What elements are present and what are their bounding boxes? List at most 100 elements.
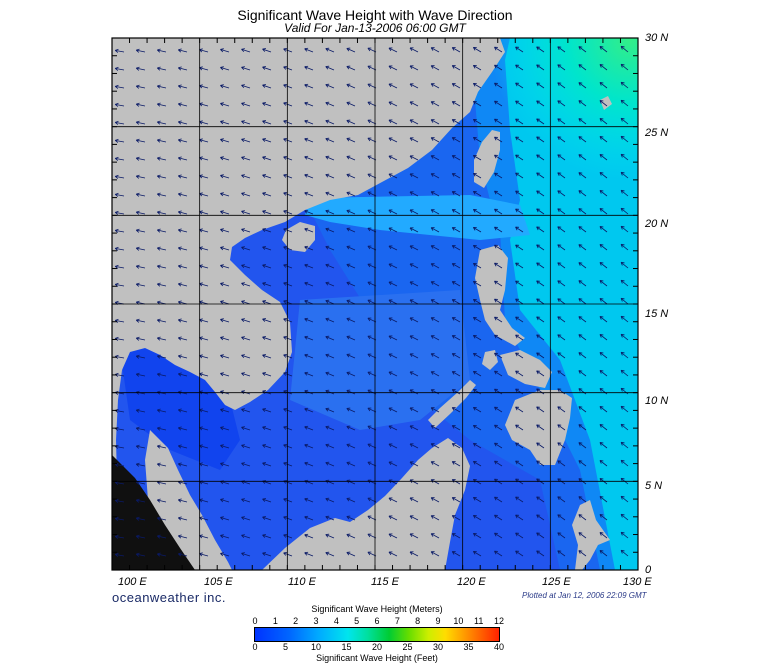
wave-direction-arrow [156, 138, 167, 143]
wave-direction-arrow [156, 534, 167, 539]
wave-direction-arrow [283, 461, 293, 467]
wave-direction-arrow [262, 498, 272, 503]
wave-direction-arrow [494, 172, 503, 179]
wave-direction-arrow [178, 498, 188, 503]
wave-direction-arrow [304, 443, 314, 449]
wave-direction-arrow [536, 172, 545, 179]
wave-direction-arrow [304, 47, 314, 53]
wave-direction-arrow [620, 81, 629, 89]
wave-direction-arrow [578, 118, 587, 125]
wave-direction-arrow [178, 372, 188, 377]
wave-direction-arrow [620, 45, 629, 53]
wave-direction-arrow [409, 317, 419, 323]
wave-direction-arrow [472, 226, 482, 233]
wave-direction-arrow [578, 154, 587, 161]
wave-direction-arrow [430, 137, 440, 143]
land-taiwan [474, 130, 500, 188]
wave-direction-arrow [472, 424, 482, 431]
wave-direction-arrow [578, 262, 587, 269]
wave-direction-arrow [620, 315, 629, 323]
wave-direction-arrow [472, 316, 482, 323]
wave-direction-arrow [388, 299, 398, 305]
land-visayas [500, 350, 552, 388]
wave-direction-arrow [262, 516, 272, 521]
wave-direction-arrow [262, 246, 272, 251]
wave-direction-arrow [283, 515, 293, 521]
wave-direction-arrow [388, 497, 398, 503]
lat-label-5n: 5 N [645, 480, 663, 492]
wave-direction-arrow [262, 462, 272, 467]
wave-direction-arrow [430, 425, 440, 431]
wave-direction-arrow [304, 299, 314, 305]
wave-direction-arrow [304, 65, 314, 71]
wave-direction-arrow [283, 371, 293, 377]
wave-direction-arrow [388, 425, 398, 431]
wave-direction-arrow [430, 191, 440, 197]
wave-direction-arrow [388, 209, 398, 215]
wave-direction-arrow [262, 228, 272, 233]
colorbar-feet-tick: 5 [282, 642, 288, 652]
wave-direction-arrow [114, 534, 125, 539]
wave-direction-arrow [620, 171, 629, 179]
wave-direction-arrow [599, 208, 608, 215]
wave-direction-arrow [494, 550, 503, 557]
wave-direction-arrow [430, 461, 440, 467]
wave-direction-arrow [430, 263, 440, 269]
wave-direction-arrow [304, 101, 314, 107]
wave-direction-arrow [451, 317, 461, 323]
wave-direction-arrow [599, 226, 608, 233]
wave-direction-arrow [599, 244, 608, 251]
wave-direction-arrow [515, 280, 524, 287]
wave-direction-arrow [283, 317, 293, 323]
wave-direction-arrow [283, 47, 293, 53]
land-ryukyu [600, 96, 612, 110]
wave-direction-arrow [135, 48, 146, 53]
wave-direction-arrow [578, 100, 587, 107]
land-palawan [428, 380, 476, 428]
wave-direction-arrow [578, 406, 587, 413]
wave-direction-arrow [325, 155, 335, 161]
wave-direction-arrow [578, 226, 587, 233]
wave-direction-arrow [304, 137, 314, 143]
wave-direction-arrow [451, 335, 461, 341]
wave-direction-arrow [262, 444, 272, 449]
wave-direction-arrow [430, 533, 440, 539]
wave-direction-arrow [451, 263, 461, 269]
wave-direction-arrow [346, 209, 356, 215]
wave-direction-arrow [472, 352, 482, 359]
colorbar-feet-title: Significant Wave Height (Feet) [316, 653, 438, 663]
wave-direction-arrow [178, 552, 188, 557]
wave-direction-arrow [156, 66, 167, 71]
wave-direction-arrow [325, 335, 335, 341]
wave-direction-arrow [451, 407, 461, 413]
wave-direction-arrow [409, 245, 419, 251]
wave-direction-arrow [557, 172, 566, 179]
wave-direction-arrow [409, 443, 419, 449]
wave-direction-arrow [451, 173, 461, 179]
wave-direction-arrow [156, 192, 167, 197]
lon-label-100e: 100 E [118, 576, 147, 588]
wave-direction-arrow [430, 317, 440, 323]
wave-direction-arrow [220, 174, 230, 179]
wave-direction-arrow [220, 354, 230, 359]
wave-direction-arrow [494, 496, 503, 503]
wave-direction-arrow [283, 137, 293, 143]
wave-direction-arrow [346, 119, 356, 125]
wave-direction-arrow [135, 516, 146, 521]
wave-direction-arrow [451, 425, 461, 431]
wave-direction-arrow [388, 281, 398, 287]
wave-direction-arrow [283, 443, 293, 449]
wave-direction-arrow [578, 352, 587, 359]
wave-direction-arrow [178, 516, 188, 521]
wave-direction-arrow [599, 190, 608, 197]
wave-direction-arrow [241, 444, 251, 449]
wave-direction-arrow [262, 66, 272, 71]
wave-direction-arrow [388, 101, 398, 107]
wave-direction-arrow [599, 118, 608, 125]
wave-direction-arrow [346, 137, 356, 143]
wave-direction-arrow [325, 281, 335, 287]
wave-direction-arrow [325, 371, 335, 377]
wave-direction-arrow [283, 407, 293, 413]
wave-direction-arrow [472, 532, 482, 539]
wave-direction-arrow [283, 497, 293, 503]
